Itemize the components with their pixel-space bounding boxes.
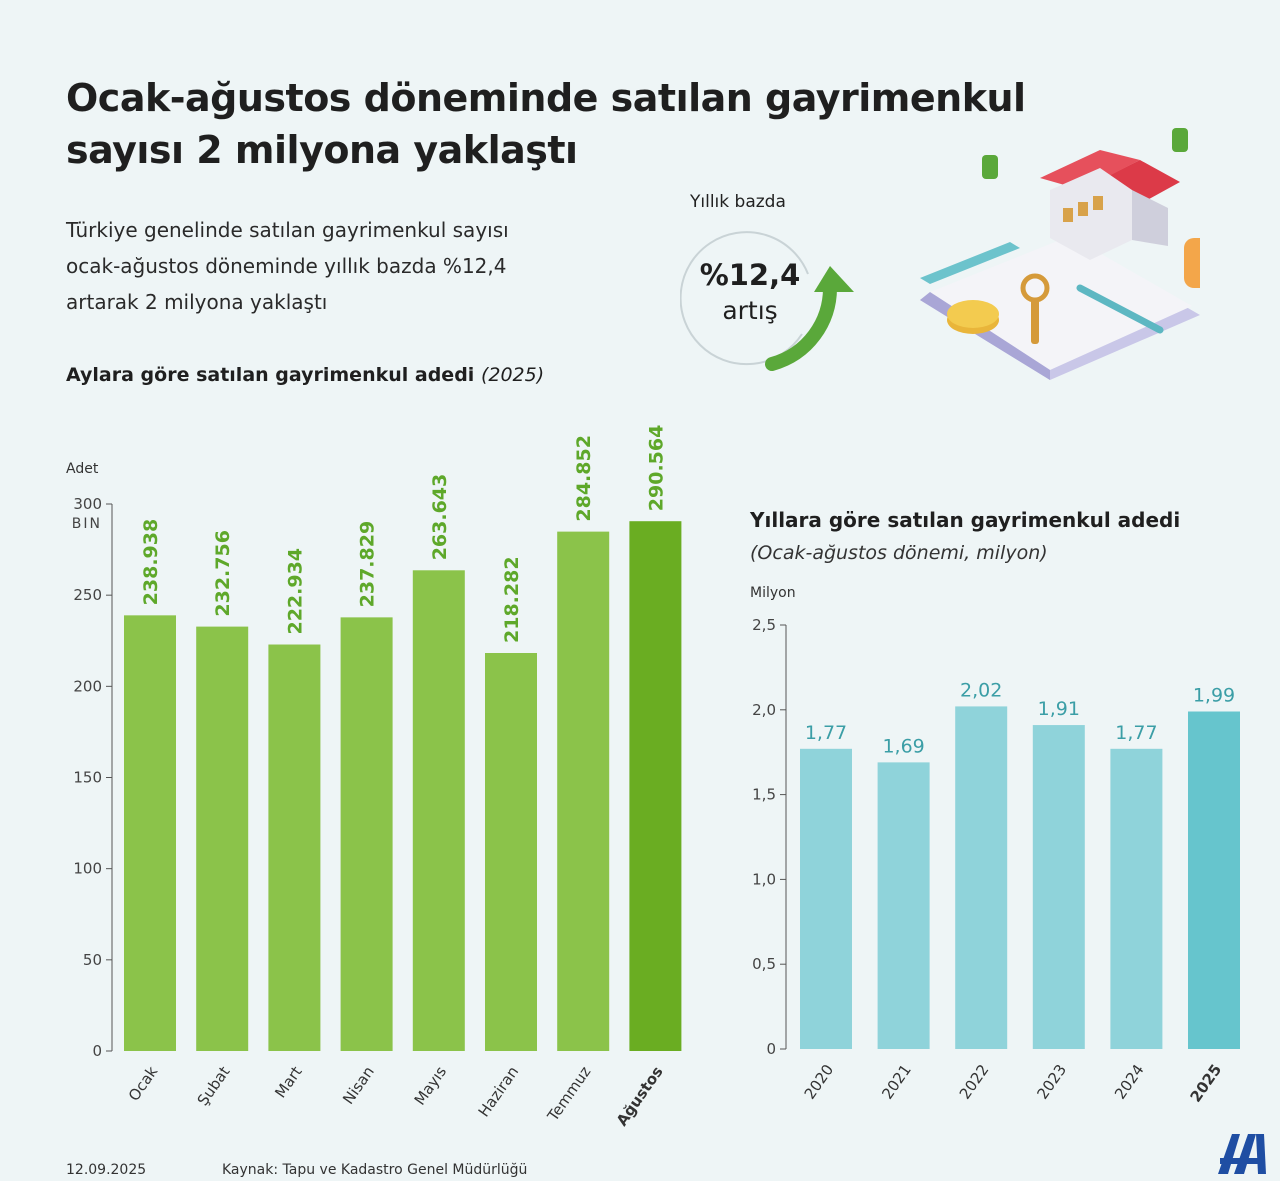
yearly-chart-subtitle: (Ocak-ağustos dönemi, milyon) xyxy=(750,542,1048,564)
yearly-y-tick-label: 0,5 xyxy=(752,955,776,973)
yearly-y-tick-label: 2,5 xyxy=(752,616,776,634)
yearly-x-tick-label: 2021 xyxy=(878,1061,915,1103)
monthly-y-tick-label: 150 xyxy=(73,769,102,787)
badge-label: Yıllık bazda xyxy=(690,192,786,212)
monthly-bar xyxy=(124,615,176,1051)
footer-source: Kaynak: Tapu ve Kadastro Genel Müdürlüğü xyxy=(222,1162,528,1178)
footer-date: 12.09.2025 xyxy=(66,1162,147,1178)
yearly-y-tick-label: 1,5 xyxy=(752,786,776,804)
title-line-2: sayısı 2 milyona yaklaştı xyxy=(66,128,578,172)
yearly-bar xyxy=(955,706,1008,1049)
monthly-data-label: 237.829 xyxy=(357,521,379,608)
page-title: Ocak-ağustos döneminde satılan gayrimenk… xyxy=(66,72,1066,176)
monthly-y-tick-label: 50 xyxy=(83,951,102,969)
monthly-y-tick-extra: BIN xyxy=(72,516,102,532)
yearly-x-tick-label: 2020 xyxy=(801,1061,838,1103)
yearly-y-unit: Milyon xyxy=(750,585,796,601)
monthly-bar xyxy=(485,652,537,1051)
monthly-bar xyxy=(557,531,610,1051)
monthly-y-tick-label: 300 xyxy=(73,495,102,513)
yearly-data-label: 2,02 xyxy=(960,679,1002,701)
yearly-y-tick-label: 0 xyxy=(766,1040,776,1058)
badge-sub: artış xyxy=(722,296,778,325)
yearly-bar xyxy=(1032,725,1085,1049)
intro-line-2: ocak-ağustos döneminde yıllık bazda %12,… xyxy=(66,254,507,278)
yearly-chart-title: Yıllara göre satılan gayrimenkul adedi xyxy=(750,508,1181,532)
monthly-data-label: 263.643 xyxy=(429,474,451,561)
intro-line-1: Türkiye genelinde satılan gayrimenkul sa… xyxy=(66,218,509,242)
yearly-data-label: 1,77 xyxy=(805,722,847,744)
yearly-bar xyxy=(1188,711,1240,1049)
yearly-y-tick-label: 2,0 xyxy=(752,701,776,719)
aa-logo xyxy=(1218,1134,1266,1174)
growth-badge: %12,4 artış xyxy=(680,222,854,372)
yearly-data-label: 1,99 xyxy=(1193,684,1235,706)
monthly-data-label: 284.852 xyxy=(573,435,595,522)
intro-line-3: artarak 2 milyona yaklaştı xyxy=(66,290,328,314)
yearly-data-label: 1,69 xyxy=(882,735,924,757)
monthly-chart-title-text: Aylara göre satılan gayrimenkul adedi xyxy=(66,364,475,386)
title-line-1: Ocak-ağustos döneminde satılan gayrimenk… xyxy=(66,76,1026,120)
yearly-bar xyxy=(1110,748,1163,1049)
yearly-x-tick-label: 2023 xyxy=(1033,1061,1070,1103)
house-keys-illustration xyxy=(920,128,1200,380)
monthly-bar xyxy=(412,570,465,1051)
yearly-x-tick-label: 2024 xyxy=(1111,1061,1148,1103)
monthly-data-label: 232.756 xyxy=(212,530,234,617)
yearly-data-label: 1,77 xyxy=(1115,722,1157,744)
monthly-y-tick-label: 250 xyxy=(73,586,102,604)
monthly-chart-title: Aylara göre satılan gayrimenkul adedi (2… xyxy=(66,364,544,386)
monthly-data-label: 238.938 xyxy=(140,519,162,606)
yearly-x-tick-label: 2022 xyxy=(956,1061,993,1103)
monthly-data-label: 222.934 xyxy=(284,548,306,635)
monthly-data-label: 218.282 xyxy=(501,556,523,643)
monthly-chart-title-year: (2025) xyxy=(480,364,545,386)
monthly-data-label: 290.564 xyxy=(645,425,667,512)
yearly-y-tick-label: 1,0 xyxy=(752,870,776,888)
yearly-x-tick-label: 2025 xyxy=(1187,1061,1226,1106)
monthly-y-tick-label: 200 xyxy=(73,677,102,695)
monthly-bar xyxy=(340,617,393,1051)
monthly-bar xyxy=(196,626,249,1051)
badge-value: %12,4 xyxy=(699,258,801,292)
yearly-bar xyxy=(800,748,852,1049)
monthly-bar xyxy=(268,644,321,1051)
monthly-y-unit: Adet xyxy=(66,461,99,477)
yearly-bar xyxy=(877,762,930,1049)
monthly-y-tick-label: 0 xyxy=(92,1042,102,1060)
monthly-y-tick-label: 100 xyxy=(73,860,102,878)
growth-arrow-icon xyxy=(680,231,854,371)
monthly-bar xyxy=(629,521,682,1051)
yearly-data-label: 1,91 xyxy=(1038,698,1080,720)
intro-text: Türkiye genelinde satılan gayrimenkul sa… xyxy=(66,212,666,320)
